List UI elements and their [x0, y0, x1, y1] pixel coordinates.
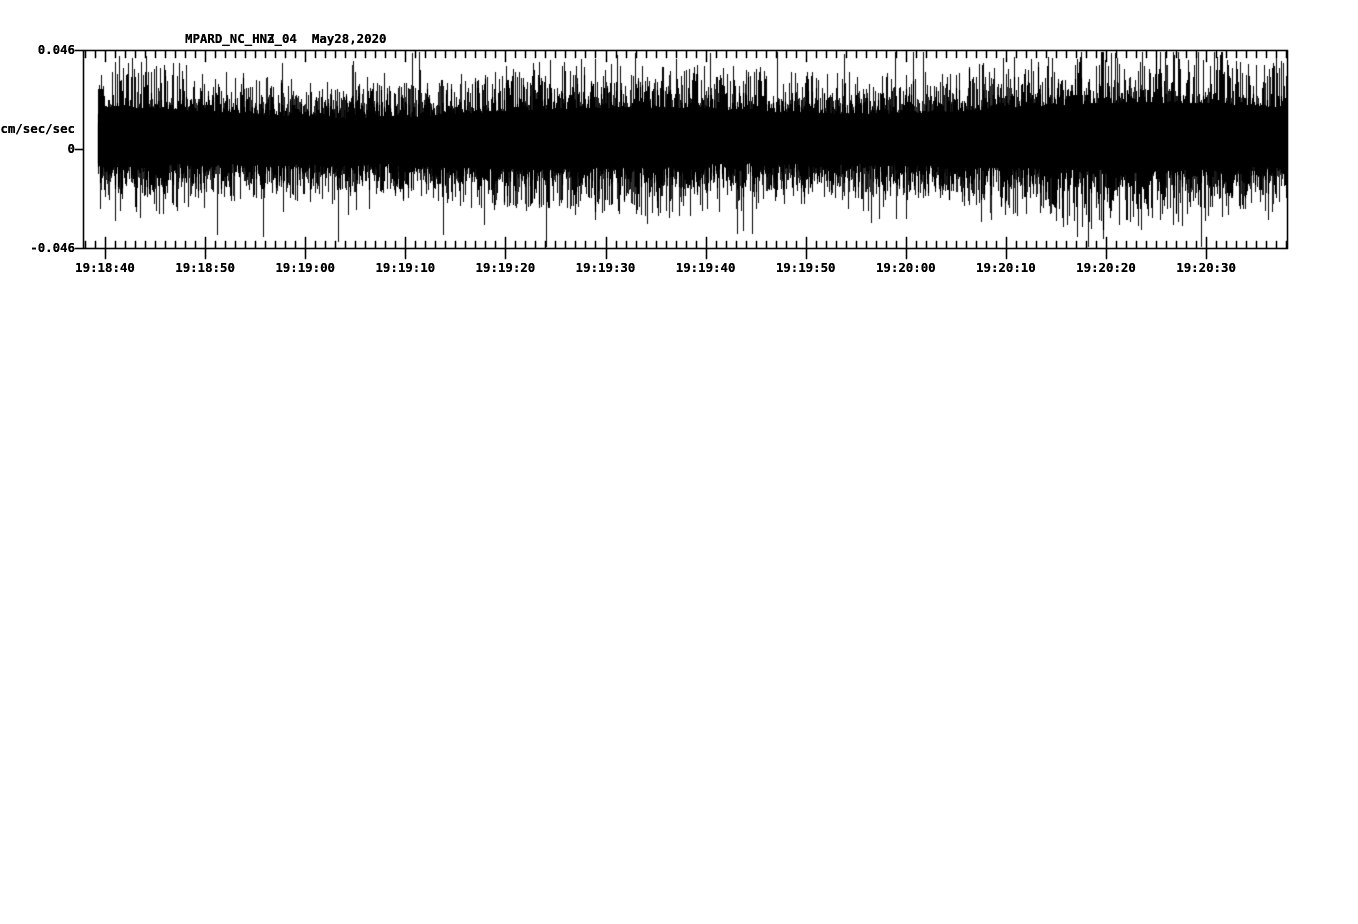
station-channel-label: MPARD_NC_HNZ_04 — [185, 31, 297, 46]
panel-title: MPARD_NC_HNZ_04 May28,2020 — [185, 32, 387, 46]
x-tick-label: 19:20:30 — [1176, 260, 1236, 275]
x-tick-label: 19:19:00 — [275, 260, 336, 275]
x-tick-label: 19:19:30 — [575, 260, 636, 275]
x-tick-label: 19:19:50 — [775, 260, 836, 275]
y-tick-label-max: 0.046 — [37, 42, 75, 57]
waveform-panel-hnz: MPARD_NC_HNZ_04 May28,2020 0.046 cm/sec/s… — [0, 0, 1358, 310]
y-axis-units-label: cm/sec/sec — [0, 121, 75, 136]
x-tick-label: 19:20:20 — [1076, 260, 1136, 275]
waveform-canvas — [0, 0, 1358, 310]
x-tick-label: 19:19:40 — [675, 260, 736, 275]
x-tick-label: 19:20:00 — [875, 260, 936, 275]
x-tick-label: 19:20:10 — [976, 260, 1036, 275]
x-tick-label: 19:19:20 — [475, 260, 536, 275]
y-tick-label-min: -0.046 — [30, 240, 75, 255]
date-label: May28,2020 — [311, 31, 387, 46]
x-tick-label: 19:19:10 — [375, 260, 436, 275]
x-tick-label: 19:18:50 — [175, 260, 235, 275]
x-tick-label: 19:18:40 — [75, 260, 135, 275]
y-tick-label-zero: 0 — [67, 141, 75, 156]
